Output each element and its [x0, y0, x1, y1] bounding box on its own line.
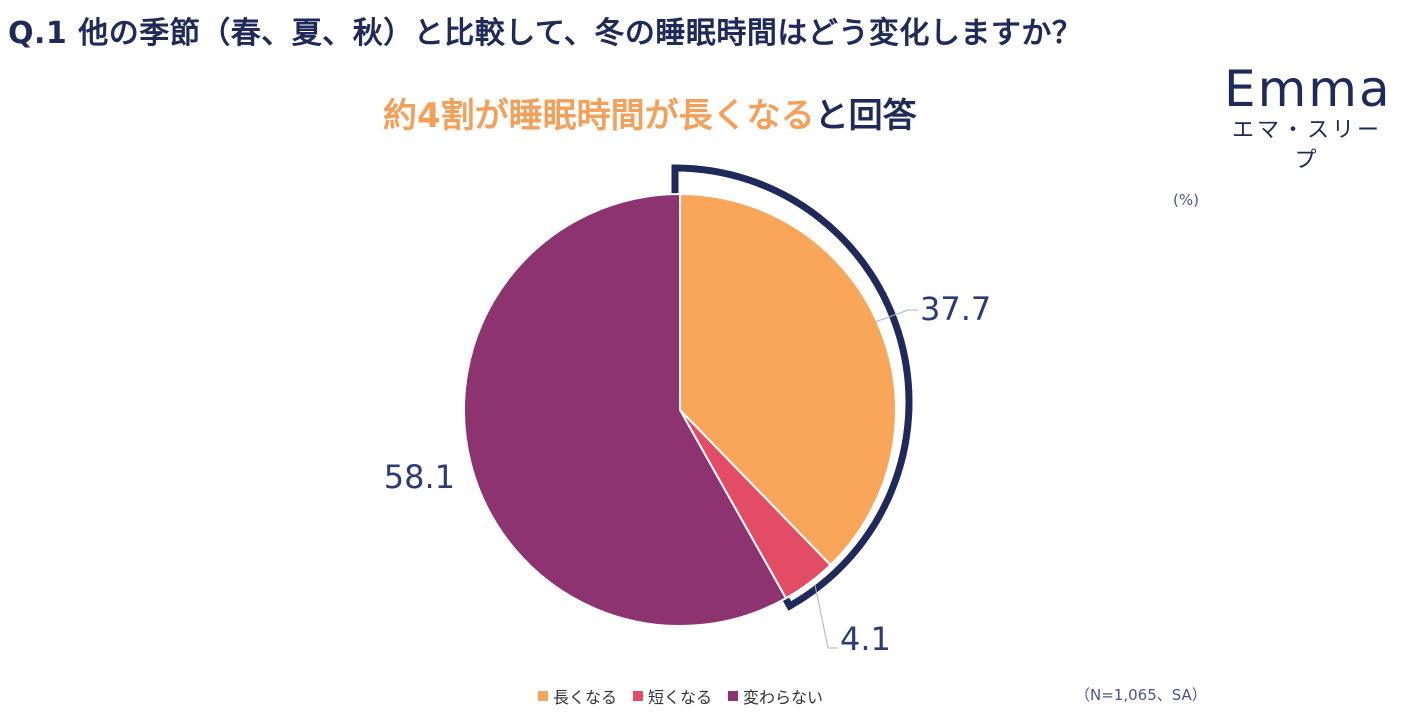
legend-swatch-longer [538, 691, 548, 701]
legend-label-longer: 長くなる [553, 688, 618, 707]
emma-logo: Emma エマ・スリープ [1224, 62, 1390, 176]
question-title: Q.1 他の季節（春、夏、秋）と比較して、冬の睡眠時間はどう変化しますか？ [8, 16, 1083, 51]
legend-swatch-shorter [633, 691, 644, 701]
highlight-outline [671, 164, 913, 611]
data-label-unchanged: 58.1 [384, 458, 455, 496]
unit-label: (%) [1173, 191, 1199, 209]
pie-slice-longer [679, 192, 897, 567]
sample-note: （N=1,065、SA） [1075, 686, 1207, 704]
chart-subtitle: 約4割が睡眠時間が長くなると回答 [383, 88, 917, 137]
subtitle-highlight: 約4割が睡眠時間が長くなる [383, 96, 815, 136]
data-label-shorter: 4.1 [840, 620, 891, 658]
leader-line-shorter [814, 584, 838, 649]
subtitle-rest: と回答 [814, 96, 917, 136]
pie-slice-unchanged [463, 192, 788, 627]
data-label-longer: 37.7 [920, 290, 991, 328]
legend-label-unchanged: 変わらない [743, 688, 824, 707]
logo-kana: エマ・スリープ [1231, 118, 1382, 173]
legend: 長くなる 短くなる 変わらない [538, 684, 823, 708]
logo-wordmark: Emma [1224, 60, 1392, 118]
legend-item-longer: 長くなる [538, 684, 617, 708]
leader-line-longer [874, 309, 918, 323]
legend-item-unchanged: 変わらない [728, 684, 823, 708]
legend-label-shorter: 短くなる [648, 688, 713, 707]
legend-item-shorter: 短くなる [633, 684, 712, 708]
legend-swatch-unchanged [728, 691, 739, 701]
